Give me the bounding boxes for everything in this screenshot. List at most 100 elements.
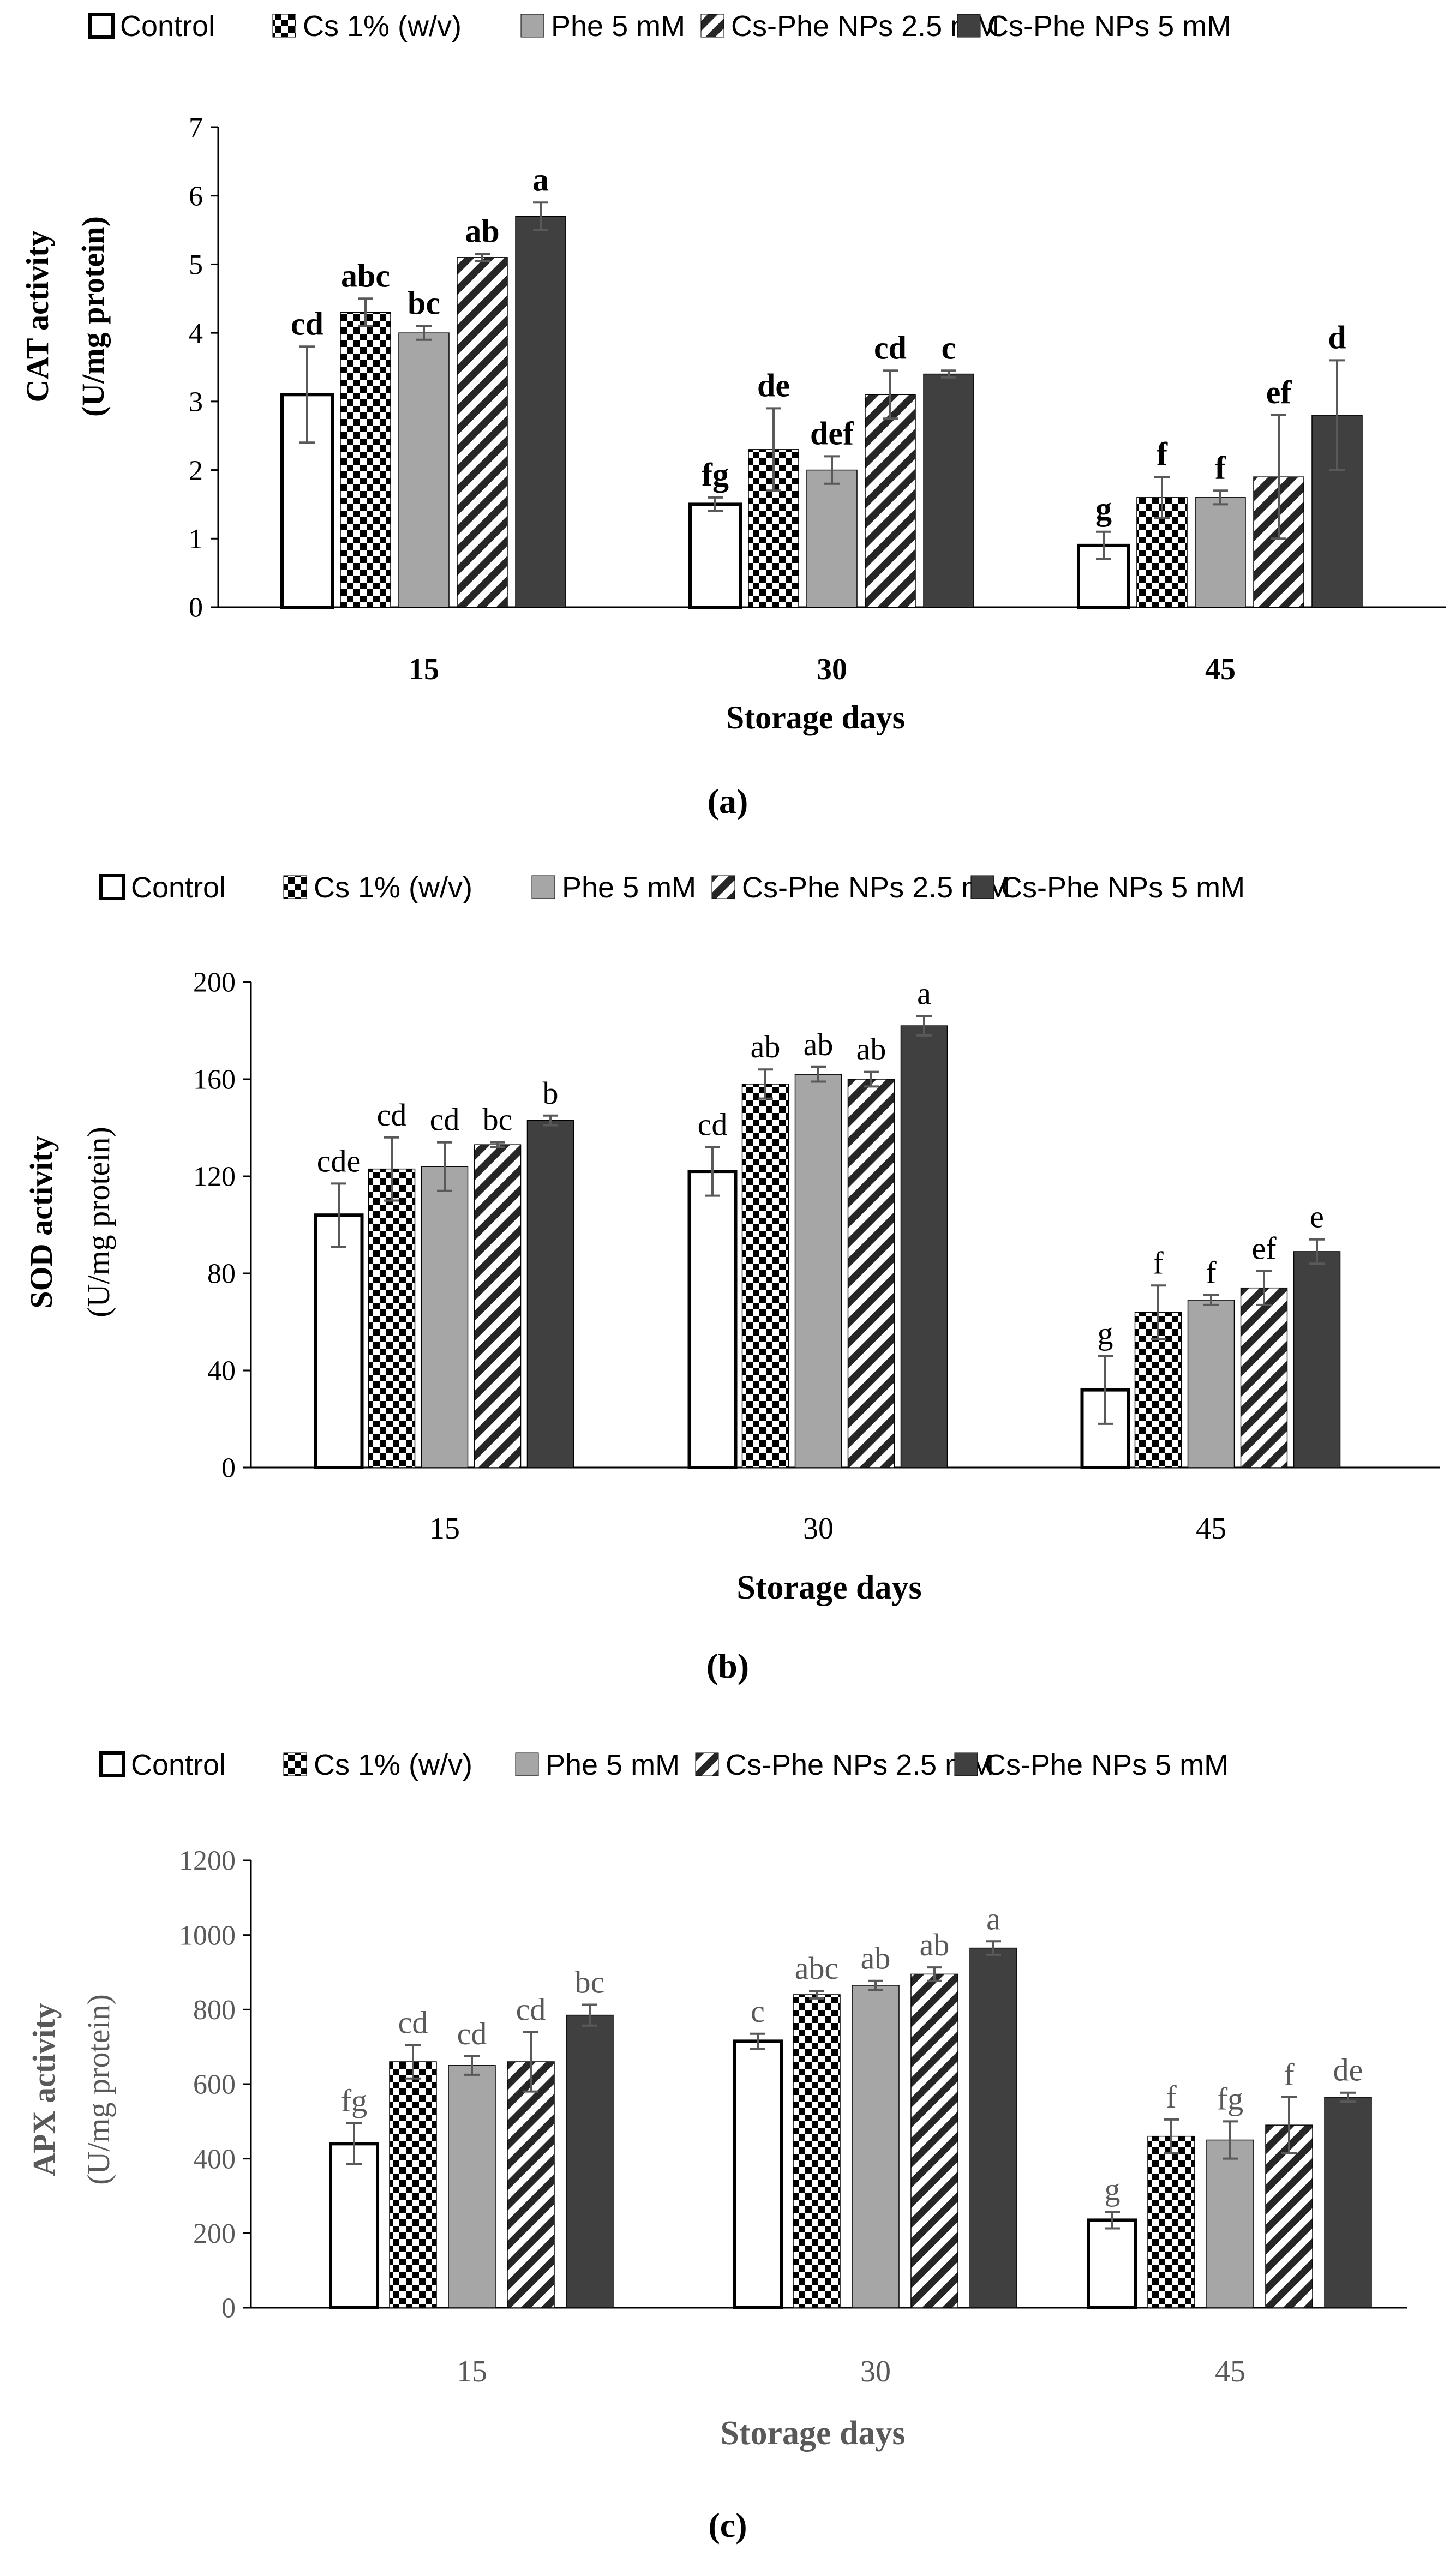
significance-letter: cd: [377, 1097, 407, 1133]
bar: [1293, 1251, 1341, 1468]
x-tick-label: 15: [457, 2355, 487, 2389]
error-bar: [916, 1015, 932, 1037]
bar: [923, 373, 974, 608]
legend-label: Control: [120, 10, 215, 43]
error-bar: [1203, 1294, 1219, 1306]
y-tick-label: 1000: [179, 1920, 236, 1951]
significance-letter: f: [1206, 1255, 1217, 1290]
significance-letter: abc: [795, 1950, 839, 1986]
error-bar: [927, 1966, 942, 1982]
error-bar: [1164, 2118, 1179, 2154]
y-tick-label: 40: [207, 1356, 236, 1387]
x-tick-label: 30: [817, 653, 847, 686]
significance-letter: bc: [483, 1102, 513, 1138]
legend-swatch-gray: [515, 1752, 539, 1776]
significance-letter: c: [942, 330, 956, 366]
legend-swatch-check: [283, 1752, 307, 1776]
error-bar: [883, 369, 898, 420]
error-bar: [1098, 1355, 1113, 1425]
error-bar: [809, 1990, 824, 2000]
y-tick-label: 5: [189, 249, 203, 280]
error-bar: [705, 1146, 720, 1197]
legend-label: Cs-Phe NPs 5 mM: [1001, 871, 1245, 904]
legend-swatch-check: [283, 875, 307, 899]
significance-letter: cd: [430, 1102, 460, 1138]
bar: [794, 1074, 842, 1468]
error-bar: [986, 1940, 1001, 1956]
x-tick-label: 45: [1215, 2355, 1245, 2389]
error-bar: [811, 1065, 826, 1083]
bar: [1147, 2135, 1195, 2308]
x-tick-label: 15: [409, 653, 439, 686]
error-bar: [708, 496, 723, 512]
y-tick-label: 1: [189, 524, 203, 555]
x-tick-label: 45: [1205, 653, 1236, 686]
y-tick-label: 7: [189, 112, 203, 143]
bar: [448, 2065, 496, 2308]
significance-letter: ab: [751, 1029, 781, 1064]
x-tick-label: 30: [803, 1512, 834, 1546]
legend-label: Cs 1% (w/v): [303, 10, 462, 43]
error-bar: [523, 2031, 538, 2093]
bar: [474, 1144, 522, 1468]
panel-label: (a): [708, 782, 748, 821]
error-bar: [1154, 476, 1170, 519]
error-bar: [824, 455, 840, 485]
error-bar: [766, 407, 781, 492]
y-axis-unit: (U/mg protein): [81, 1994, 116, 2185]
y-axis-title: SOD activity: [23, 1135, 59, 1308]
significance-letter: c: [751, 1994, 765, 2029]
bar: [741, 1084, 789, 1468]
significance-letter: ab: [804, 1027, 834, 1062]
legend-swatch-dark: [954, 1752, 978, 1776]
error-bar: [416, 325, 432, 341]
significance-letter: fg: [341, 2083, 367, 2118]
error-bar: [331, 1182, 346, 1248]
significance-letter: def: [810, 415, 854, 451]
error-bar: [1256, 1270, 1272, 1306]
error-bar: [405, 2044, 421, 2080]
y-tick-label: 200: [193, 967, 236, 998]
significance-letter: e: [1310, 1199, 1324, 1235]
legend-label: Cs-Phe NPs 2.5 mM: [731, 10, 999, 43]
significance-letter: g: [1095, 491, 1112, 527]
significance-letter: ef: [1251, 1231, 1277, 1266]
legend-swatch-open: [99, 1751, 125, 1777]
significance-letter: cde: [317, 1143, 361, 1178]
bar: [733, 2039, 783, 2310]
legend-label: Phe 5 mM: [546, 1749, 680, 1781]
significance-letter: fg: [1217, 2081, 1243, 2116]
error-bar: [437, 1141, 452, 1192]
error-bar: [1105, 2211, 1120, 2230]
legend-swatch-hatch: [700, 14, 724, 38]
error-bar: [1213, 489, 1228, 506]
error-bar: [490, 1141, 505, 1148]
legend-label: Cs 1% (w/v): [314, 1749, 472, 1781]
significance-letter: f: [1215, 450, 1226, 486]
significance-letter: cd: [874, 330, 907, 366]
significance-letter: b: [543, 1075, 559, 1111]
bar: [1240, 1287, 1288, 1468]
bar: [1087, 2218, 1137, 2310]
panel-a: Control Cs 1% (w/v) Phe 5 mM Cs-Phe NPs 2.5…: [20, 10, 1446, 821]
panel-label: (c): [708, 2506, 747, 2545]
error-bar: [1271, 414, 1286, 540]
bar: [1265, 2124, 1313, 2308]
y-tick-label: 200: [193, 2218, 236, 2249]
significance-letter: de: [1333, 2052, 1363, 2088]
bar: [1324, 2097, 1372, 2308]
x-axis-title: Storage days: [720, 2415, 905, 2452]
error-bar: [864, 1070, 879, 1088]
bar: [398, 332, 450, 608]
significance-letter: d: [1328, 319, 1346, 355]
significance-letter: f: [1166, 2079, 1177, 2115]
legend-label: Phe 5 mM: [551, 10, 685, 43]
significance-letter: ab: [920, 1927, 950, 1962]
error-bar: [941, 369, 956, 379]
bar: [515, 216, 566, 608]
x-axis-title: Storage days: [726, 699, 905, 735]
y-tick-label: 1200: [179, 1846, 236, 1877]
bar: [1206, 2139, 1254, 2308]
significance-letter: cd: [516, 1991, 546, 2027]
legend-swatch-gray: [531, 875, 555, 899]
